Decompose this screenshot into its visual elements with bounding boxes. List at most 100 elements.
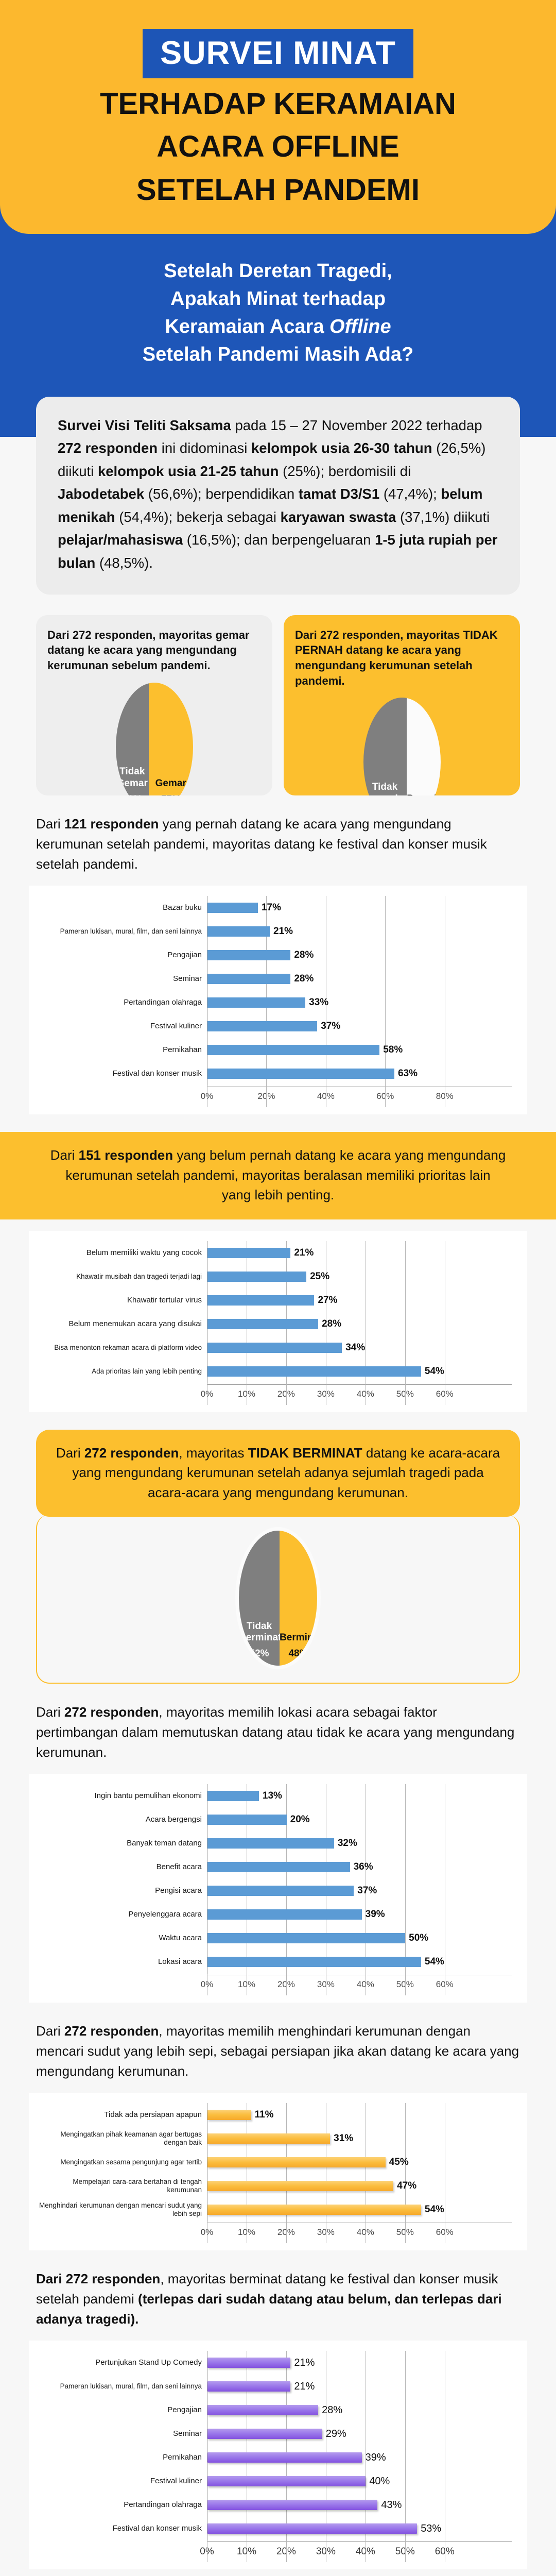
bar-track: 13% xyxy=(207,1784,512,1808)
bar xyxy=(207,2381,291,2392)
bar-track: 47% xyxy=(207,2174,512,2198)
pie-card-caption: Dari 272 responden, mayoritas TIDAK PERN… xyxy=(295,628,498,687)
header-title-block: SURVEI MINAT TERHADAP KERAMAIAN ACARA OF… xyxy=(0,0,556,234)
bar-value-label: 28% xyxy=(294,973,314,985)
axis-tick: 10% xyxy=(237,2227,255,2238)
narrative-121-responden: Dari 121 responden yang pernah datang ke… xyxy=(36,816,487,872)
bar-value-label: 63% xyxy=(398,1068,418,1079)
axis-spacer xyxy=(37,1975,207,1995)
bar-value-label: 20% xyxy=(290,1814,310,1825)
bar-category-label: Pengisi acara xyxy=(155,1886,202,1895)
bar xyxy=(207,1886,354,1896)
bar-category-label: Pameran lukisan, mural, film, dan seni l… xyxy=(60,2382,202,2390)
bar-track: 37% xyxy=(207,1014,512,1039)
bar-row: Bisa menonton rekaman acara di platform … xyxy=(37,1335,512,1360)
bar-value-label: 17% xyxy=(261,902,281,913)
bar-category-label: Penyelenggara acara xyxy=(128,1909,202,1919)
axis-scale: 0% 20% 40% 60% 80% xyxy=(201,1087,512,1107)
axis-tick: 30% xyxy=(317,1979,335,1990)
pie-label-right: Gemar xyxy=(155,777,186,789)
bar-category-label: Lokasi acara xyxy=(158,1957,202,1966)
axis-tick: 20% xyxy=(277,2227,295,2238)
bar-value-label: 28% xyxy=(322,2404,343,2416)
bar-category-label: Bisa menonton rekaman acara di platform … xyxy=(54,1343,202,1351)
bar-value-label: 31% xyxy=(334,2133,354,2144)
bar-category-label: Ingin bantu pemulihan ekonomi xyxy=(94,1791,202,1800)
pie-label-right: Berminat xyxy=(280,1632,317,1643)
bar-value-label: 27% xyxy=(318,1294,338,1306)
bar-category-label: Pengajian xyxy=(167,2405,202,2414)
chart-axis: 0% 10% 20% 30% 40% 50% 60% xyxy=(37,2541,512,2562)
axis-tick: 40% xyxy=(355,2546,375,2557)
bar-value-label: 21% xyxy=(294,2357,315,2368)
bar-track: 21% xyxy=(207,1241,512,1265)
chart-persiapan: Tidak ada persiapan apapun 11% Mengingatka… xyxy=(29,2093,527,2251)
bar-track: 31% xyxy=(207,2127,512,2151)
bar-row: Menghindari kerumunan dengan mencari sud… xyxy=(37,2198,512,2222)
bar-row: Festival kuliner 40% xyxy=(37,2469,512,2494)
bar xyxy=(207,1366,421,1377)
bar-category-label: Mengingatkan sesama pengunjung agar tert… xyxy=(60,2158,202,2166)
pie-label-left: Tidak Berminat xyxy=(239,1620,282,1643)
chart-axis: 0% 10% 20% 30% 40% 50% 60% xyxy=(37,1384,512,1405)
pie-slice-left xyxy=(363,698,407,796)
bar-category-label: Belum menemukan acara yang disukai xyxy=(68,1319,202,1328)
bar xyxy=(207,2205,421,2215)
bar xyxy=(207,903,258,913)
bar-value-label: 37% xyxy=(357,1885,377,1896)
bar-track: 29% xyxy=(207,2422,512,2446)
axis-scale: 0% 10% 20% 30% 40% 50% 60% xyxy=(201,1384,512,1405)
bar xyxy=(207,926,270,937)
bar xyxy=(207,1862,350,1873)
axis-tick: 20% xyxy=(277,1979,295,1990)
bar-row: Pernikahan 39% xyxy=(37,2446,512,2470)
bar-track: 40% xyxy=(207,2469,512,2494)
pie-holder: Tidak pernah56%Pernah44% xyxy=(295,698,509,796)
bar-value-label: 21% xyxy=(294,1247,314,1258)
bar-row: Lokasi acara 54% xyxy=(37,1950,512,1974)
bar-value-label: 53% xyxy=(421,2522,442,2534)
bar xyxy=(207,1318,319,1329)
axis-tick: 60% xyxy=(436,1979,454,1990)
bar-value-label: 40% xyxy=(369,2475,390,2487)
pie-label-left: Tidak Gemar xyxy=(116,766,148,789)
bar-track: 27% xyxy=(207,1288,512,1312)
axis-scale: 0% 10% 20% 30% 40% 50% 60% xyxy=(200,2541,512,2562)
bar-row: Bazar buku 17% xyxy=(37,896,512,920)
bar-track: 54% xyxy=(207,2198,512,2222)
bar-value-label: 21% xyxy=(273,926,293,937)
bar xyxy=(207,2429,322,2439)
bar-category-label: Benefit acara xyxy=(156,1862,202,1871)
bar-row: Pengajian 28% xyxy=(37,943,512,968)
bar-value-label: 36% xyxy=(353,1861,373,1873)
pie-pct-left: 52% xyxy=(249,1648,269,1659)
axis-tick: 80% xyxy=(436,1091,454,1101)
axis-tick: 60% xyxy=(435,2546,455,2557)
bar xyxy=(207,1957,421,1968)
bar-track: 33% xyxy=(207,991,512,1015)
bar xyxy=(207,950,291,961)
axis-tick: 50% xyxy=(395,2546,415,2557)
axis-tick: 30% xyxy=(317,2227,335,2238)
bar-value-label: 13% xyxy=(262,1790,282,1802)
subtitle-line-1: Setelah Deretan Tragedi, xyxy=(164,260,392,282)
chart-minat-acara: Pertunjukan Stand Up Comedy 21% Pameran lu… xyxy=(29,2341,527,2570)
bar xyxy=(207,2358,291,2368)
bar-value-label: 47% xyxy=(397,2180,417,2192)
bar-track: 17% xyxy=(207,896,512,920)
pie-card-setelah-pandemi: Dari 272 responden, mayoritas TIDAK PERN… xyxy=(284,615,520,796)
bar-row: Pertandingan olahraga 43% xyxy=(37,2493,512,2517)
axis-tick: 60% xyxy=(436,1388,454,1399)
bar xyxy=(207,1069,395,1079)
pie-pct-right: 48% xyxy=(288,1648,308,1659)
bar-row: Pengajian 28% xyxy=(37,2398,512,2422)
bar-category-label: Seminar xyxy=(173,2429,202,2438)
narrative-faktor-pertimbangan: Dari 272 responden, mayoritas memilih lo… xyxy=(36,1704,515,1760)
axis-tick: 50% xyxy=(396,1388,414,1399)
bar xyxy=(207,2405,319,2416)
bar-value-label: 54% xyxy=(424,2204,444,2215)
bar-value-label: 39% xyxy=(365,2451,386,2463)
bar xyxy=(207,2523,418,2534)
bar-category-label: Bazar buku xyxy=(163,903,202,912)
pie-chart-berminat: Tidak Berminat 52% Berminat 48% xyxy=(239,1531,317,1666)
